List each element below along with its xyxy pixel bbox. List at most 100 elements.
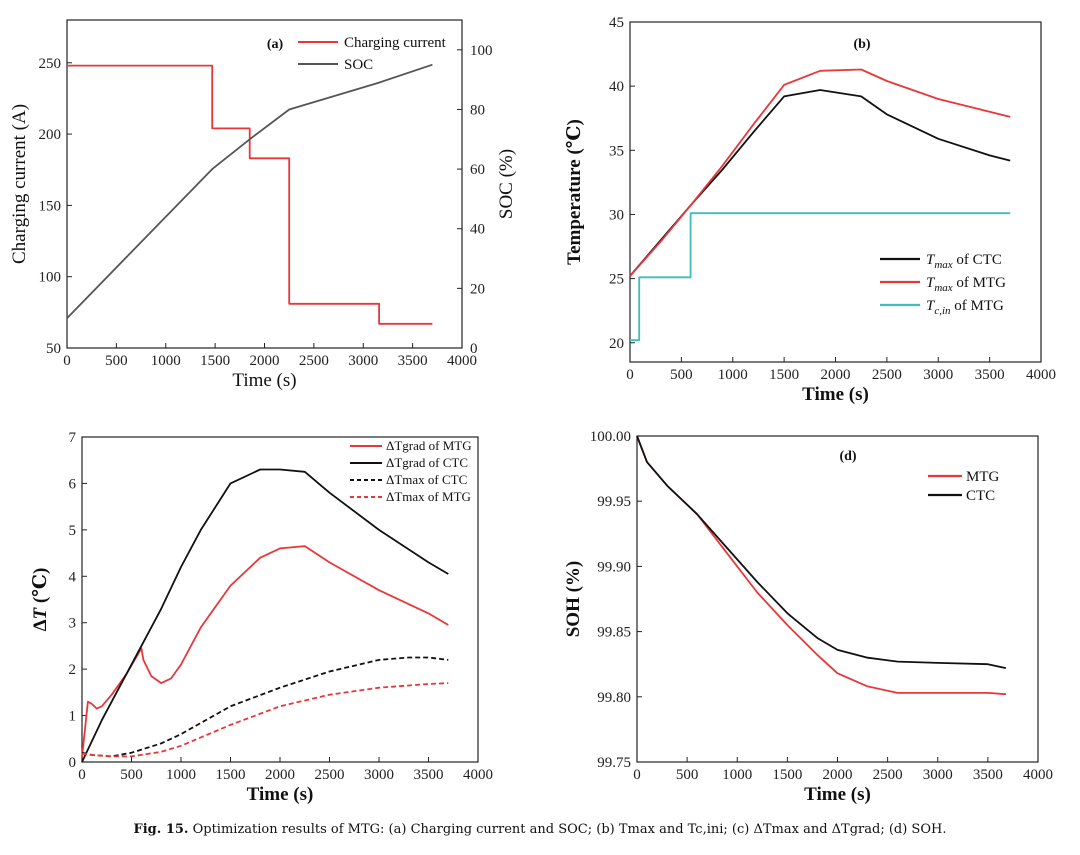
x-tick-label: 0 bbox=[626, 367, 634, 383]
y-right-tick-label: 0 bbox=[470, 341, 478, 357]
x-tick-label: 1000 bbox=[722, 767, 752, 783]
chart-panel-a: 0 500 1000 1500 2000 2500 3000 3500 400050100150… bbox=[9, 19, 517, 391]
series-line-soc bbox=[66, 63, 433, 319]
x-tick-label: 1000 bbox=[151, 353, 181, 369]
y-right-tick-label: 20 bbox=[470, 281, 485, 297]
legend-label: ΔTgrad of CTC bbox=[386, 455, 468, 470]
figure-caption: Fig. 15. Optimization results of MTG: (a… bbox=[0, 822, 1080, 837]
x-tick-label: 0 bbox=[63, 353, 71, 369]
series-line-tmax-of-mtg bbox=[629, 68, 1011, 277]
y-axis-label-right: SOC (%) bbox=[496, 149, 517, 219]
legend-label: MTG bbox=[966, 469, 1000, 485]
x-axis-label: Time (s) bbox=[247, 784, 314, 805]
figure-canvas: 0 500 1000 1500 2000 2500 3000 3500 400050100150… bbox=[9, 15, 1056, 805]
y-tick-label: 2 bbox=[69, 662, 77, 678]
legend-symbol: T bbox=[926, 275, 936, 291]
series-line--tgrad-of-ctc bbox=[81, 468, 449, 763]
x-tick-label: 3500 bbox=[975, 367, 1005, 383]
x-tick-label: 500 bbox=[670, 367, 693, 383]
legend-label: Tc,in of MTG bbox=[926, 298, 1004, 317]
panel-label: (a) bbox=[267, 37, 284, 52]
series-line-tc-in-of-mtg bbox=[630, 212, 1011, 342]
x-tick-label: 2000 bbox=[250, 353, 280, 369]
x-axis-label: Time (s) bbox=[802, 384, 869, 405]
y-tick-label: 45 bbox=[609, 15, 624, 31]
legend-label: ΔTgrad of MTG bbox=[386, 438, 472, 453]
series-line-tmax-of-ctc bbox=[629, 89, 1011, 277]
legend-subscript: max bbox=[934, 282, 952, 294]
y-axis-label-symbol: T bbox=[30, 606, 51, 619]
x-tick-label: 2000 bbox=[821, 367, 851, 383]
y-tick-label: 99.90 bbox=[597, 559, 631, 575]
x-tick-label: 2500 bbox=[873, 767, 903, 783]
y-axis-label-unit: (℃) bbox=[30, 568, 51, 608]
x-tick-label: 3500 bbox=[973, 767, 1003, 783]
x-tick-label: 1000 bbox=[718, 367, 748, 383]
y-axis-label: Temperature (℃) bbox=[564, 119, 585, 265]
y-axis-label: ΔT (℃) bbox=[30, 568, 51, 632]
x-tick-label: 0 bbox=[78, 767, 86, 783]
y-tick-label: 99.95 bbox=[597, 494, 631, 510]
x-tick-label: 500 bbox=[120, 767, 143, 783]
x-tick-label: 3000 bbox=[923, 367, 953, 383]
y-tick-label: 1 bbox=[69, 709, 77, 725]
x-tick-label: 500 bbox=[105, 353, 128, 369]
x-tick-label: 4000 bbox=[447, 353, 477, 369]
series-line--tmax-of-mtg bbox=[81, 682, 449, 758]
legend-suffix: of CTC bbox=[953, 252, 1002, 268]
legend-symbol: T bbox=[926, 252, 936, 268]
y-right-tick-label: 60 bbox=[470, 162, 485, 178]
x-tick-label: 4000 bbox=[463, 767, 493, 783]
legend-label: ΔTmax of CTC bbox=[386, 472, 467, 487]
x-tick-label: 2500 bbox=[315, 767, 345, 783]
x-tick-label: 4000 bbox=[1026, 367, 1056, 383]
legend-label: SOC bbox=[344, 57, 373, 73]
x-tick-label: 1500 bbox=[772, 767, 802, 783]
y-tick-label: 4 bbox=[69, 569, 77, 585]
y-right-tick-label: 80 bbox=[470, 102, 485, 118]
y-tick-label: 100.00 bbox=[590, 429, 631, 445]
x-tick-label: 1500 bbox=[200, 353, 230, 369]
x-tick-label: 3000 bbox=[923, 767, 953, 783]
series-line-charging-current bbox=[67, 64, 433, 325]
x-tick-label: 2500 bbox=[872, 367, 902, 383]
x-axis-label: Time (s) bbox=[804, 784, 871, 805]
panel-label: (d) bbox=[839, 449, 856, 464]
legend-subscript: c,in bbox=[934, 305, 951, 317]
x-axis-label: Time (s) bbox=[232, 370, 296, 391]
x-tick-label: 500 bbox=[676, 767, 699, 783]
x-tick-label: 3000 bbox=[348, 353, 378, 369]
caption-label: Fig. 15. bbox=[133, 822, 189, 837]
legend-symbol: T bbox=[926, 298, 936, 314]
y-tick-label: 50 bbox=[46, 341, 61, 357]
x-tick-label: 3500 bbox=[398, 353, 428, 369]
legend-label: ΔTmax of MTG bbox=[386, 489, 471, 504]
y-tick-label: 250 bbox=[39, 56, 62, 72]
y-tick-label: 99.85 bbox=[597, 625, 631, 641]
x-tick-label: 1500 bbox=[769, 367, 799, 383]
y-tick-label: 35 bbox=[609, 143, 624, 159]
x-tick-label: 0 bbox=[633, 767, 641, 783]
legend-label: CTC bbox=[966, 488, 995, 504]
legend-suffix: of MTG bbox=[951, 298, 1004, 314]
y-right-tick-label: 40 bbox=[470, 222, 485, 238]
x-tick-label: 2000 bbox=[823, 767, 853, 783]
legend-label: Tmax of CTC bbox=[926, 252, 1002, 271]
y-tick-label: 3 bbox=[69, 616, 77, 632]
y-axis-label-left: Charging current (A) bbox=[9, 104, 30, 264]
x-tick-label: 2000 bbox=[265, 767, 295, 783]
y-tick-label: 40 bbox=[609, 79, 624, 95]
y-tick-label: 25 bbox=[609, 272, 624, 288]
caption-text: Optimization results of MTG: (a) Chargin… bbox=[192, 822, 947, 837]
panel-label: (b) bbox=[853, 37, 870, 52]
legend-label: Tmax of MTG bbox=[926, 275, 1006, 294]
x-tick-label: 3000 bbox=[364, 767, 394, 783]
series-line--tmax-of-ctc bbox=[81, 656, 449, 758]
y-tick-label: 5 bbox=[69, 523, 77, 539]
y-tick-label: 99.80 bbox=[597, 690, 631, 706]
y-tick-label: 20 bbox=[609, 336, 624, 352]
y-right-tick-label: 100 bbox=[470, 43, 493, 59]
y-tick-label: 100 bbox=[39, 270, 62, 286]
series-line-ctc bbox=[636, 435, 1007, 669]
x-tick-label: 1500 bbox=[216, 767, 246, 783]
